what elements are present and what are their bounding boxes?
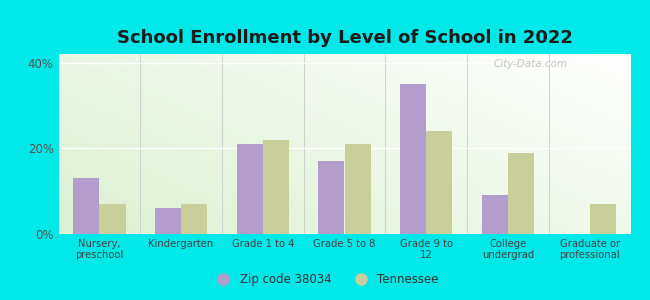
Title: School Enrollment by Level of School in 2022: School Enrollment by Level of School in … bbox=[116, 29, 573, 47]
Bar bbox=[508, 153, 534, 234]
Bar bbox=[73, 178, 99, 234]
Bar bbox=[344, 144, 370, 234]
Bar bbox=[181, 204, 207, 234]
Bar bbox=[99, 204, 125, 234]
Bar bbox=[263, 140, 289, 234]
Bar bbox=[590, 204, 616, 234]
Bar bbox=[482, 195, 508, 234]
Bar bbox=[155, 208, 181, 234]
Bar bbox=[400, 84, 426, 234]
Bar bbox=[318, 161, 344, 234]
Bar bbox=[426, 131, 452, 234]
Text: City-Data.com: City-Data.com bbox=[493, 59, 567, 69]
Legend: Zip code 38034, Tennessee: Zip code 38034, Tennessee bbox=[207, 269, 443, 291]
Bar bbox=[237, 144, 263, 234]
